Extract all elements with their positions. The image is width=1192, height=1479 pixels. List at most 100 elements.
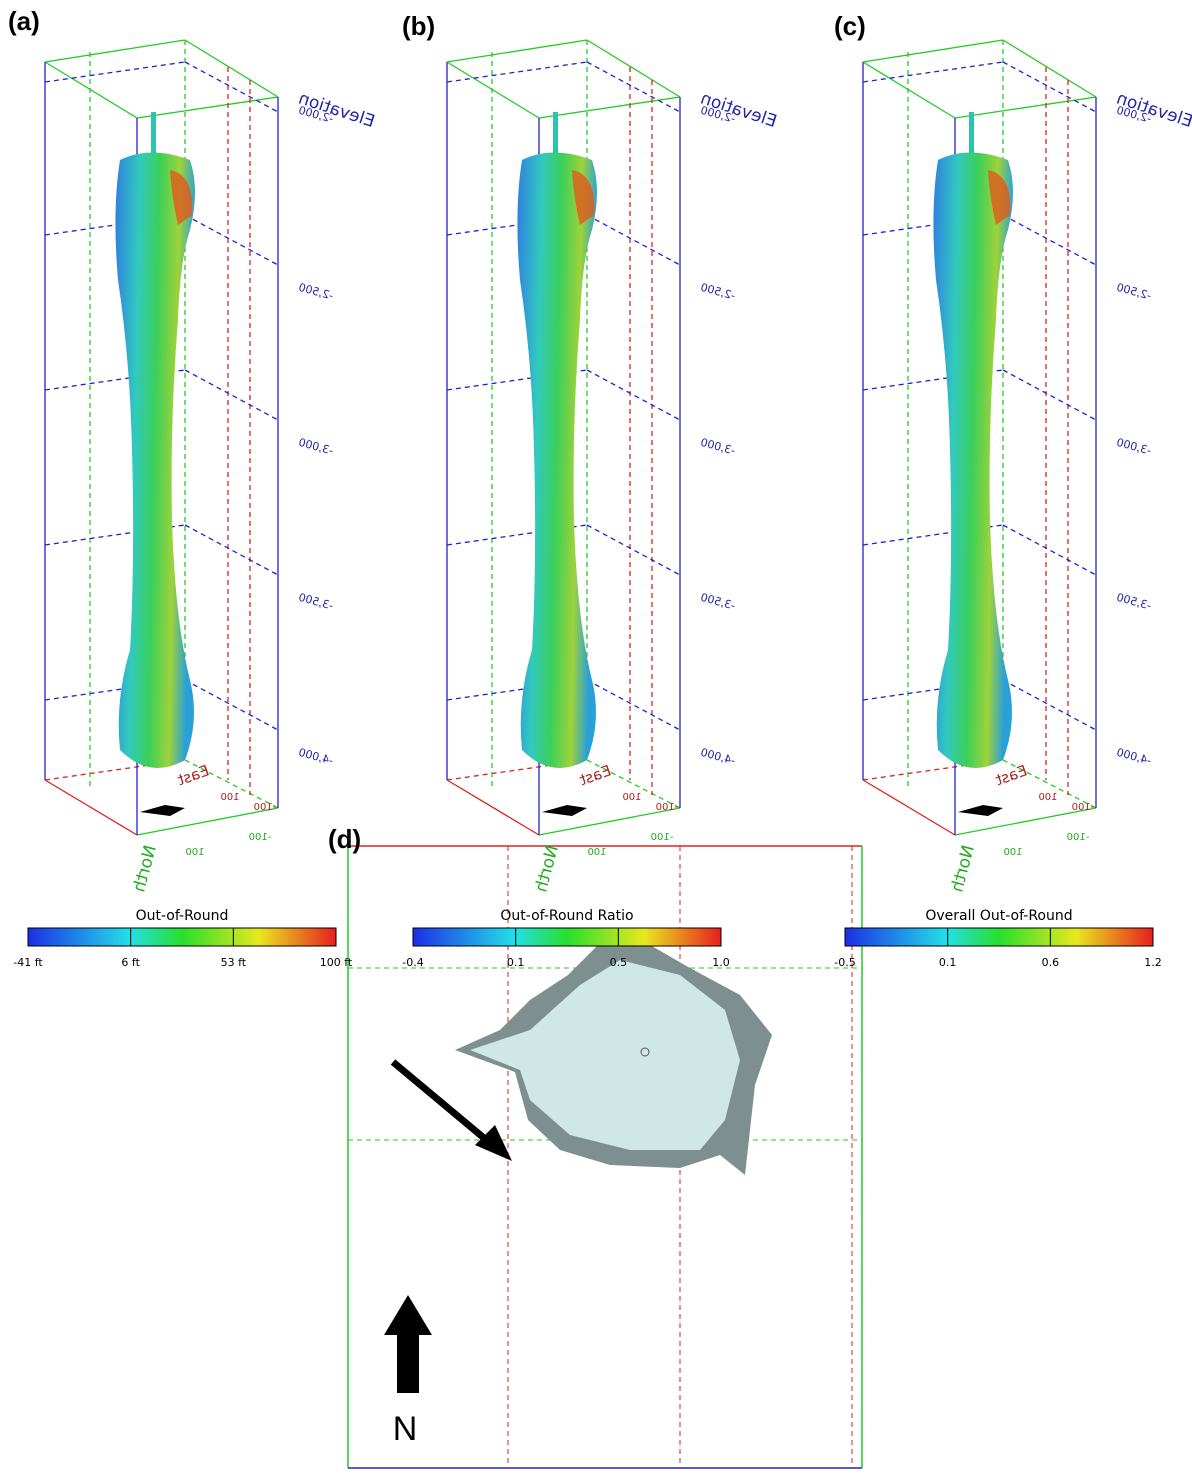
box-edge — [446, 61, 540, 119]
north-tick-label: -100 — [651, 832, 674, 843]
box-edge — [954, 96, 1097, 119]
cavern-body — [115, 152, 195, 768]
panel-label: (d) — [328, 824, 361, 854]
colorbar-tick-label: 0.5 — [610, 956, 628, 969]
box-edge — [184, 214, 279, 266]
axis-label: East — [175, 761, 212, 789]
box-edge — [136, 807, 279, 836]
box-edge — [954, 807, 1097, 836]
elevation-tick-label: -2,500 — [1115, 281, 1153, 303]
box-edge — [586, 369, 681, 421]
plan-view: N (d) — [328, 824, 863, 1469]
elevation-tick-label: -2,500 — [297, 281, 335, 303]
footprint — [958, 805, 1003, 816]
box-edge — [184, 679, 279, 731]
stem — [151, 112, 156, 157]
box-edge — [446, 779, 540, 836]
axis-label: North — [129, 843, 161, 894]
colorbar-title: Out-of-Round — [136, 908, 229, 924]
box-edge — [586, 39, 681, 98]
box-edge — [446, 61, 588, 83]
footprint — [140, 805, 185, 816]
box-edge — [1002, 524, 1097, 576]
elevation-tick-label: -4,000 — [699, 746, 737, 768]
cavern-body — [517, 152, 597, 768]
elevation-tick-label: -4,000 — [1115, 746, 1153, 768]
box-edge — [1002, 214, 1097, 266]
colorbar-tick-label: -41 ft — [13, 956, 43, 969]
stem — [553, 112, 558, 157]
box-edge — [184, 39, 279, 98]
north-tick-label: -100 — [1067, 832, 1090, 843]
north-tick-label: 100 — [587, 847, 606, 858]
box-edge — [44, 61, 186, 83]
elevation-tick-label: -3,500 — [1115, 591, 1153, 613]
colorbar-tick-label: -0.5 — [834, 956, 855, 969]
box-edge — [44, 39, 186, 63]
east-tick-label: 100 — [622, 792, 641, 803]
axis-label: East — [577, 761, 614, 789]
box-edge — [538, 96, 681, 119]
colorbar-title: Out-of-Round Ratio — [500, 908, 633, 924]
box-edge — [1002, 679, 1097, 731]
cavern-highlight — [572, 170, 595, 225]
east-tick-label: -100 — [254, 802, 277, 813]
north-tick-label: -100 — [249, 832, 272, 843]
panel-label: (c) — [834, 11, 866, 41]
colorbar-tick-label: 1.2 — [1144, 956, 1162, 969]
colorbar-tick-label: 0.1 — [939, 956, 957, 969]
elevation-tick-label: -3,000 — [297, 436, 335, 458]
box-edge — [1002, 369, 1097, 421]
axis-label: East — [993, 761, 1030, 789]
panel-label: (b) — [402, 11, 435, 41]
box-edge — [586, 524, 681, 576]
cavern-highlight — [170, 170, 193, 225]
east-tick-label: -100 — [656, 802, 679, 813]
colorbar-tick-label: 0.6 — [1042, 956, 1060, 969]
box-edge — [136, 96, 279, 119]
cavern-body — [933, 152, 1013, 768]
axis-label: North — [531, 843, 563, 894]
panel: (a)Elevation-2,000-2,500-3,000-3,500-4,0… — [8, 6, 377, 894]
colorbar-tick-label: 0.1 — [507, 956, 525, 969]
elevation-tick-label: -3,500 — [699, 591, 737, 613]
colorbar — [27, 927, 337, 947]
footprint — [542, 805, 587, 816]
box-edge — [1002, 39, 1097, 98]
stem — [969, 112, 974, 157]
east-tick-label: 100 — [220, 792, 239, 803]
axis-label: North — [947, 843, 979, 894]
box-edge — [44, 61, 138, 119]
north-arrow-label: N — [393, 1410, 418, 1448]
colorbar-tick-label: 100 ft — [320, 956, 353, 969]
cavern-highlight — [988, 170, 1011, 225]
box-edge — [862, 39, 1004, 63]
box-edge — [862, 61, 956, 119]
north-tick-label: 100 — [1003, 847, 1022, 858]
box-edge — [446, 39, 588, 63]
elevation-tick-label: -2,500 — [699, 281, 737, 303]
box-edge — [184, 369, 279, 421]
box-edge — [44, 779, 138, 836]
colorbar-tick-label: 53 ft — [221, 956, 247, 969]
colorbar-title: Overall Out-of-Round — [925, 908, 1072, 924]
colorbar — [844, 927, 1154, 947]
east-tick-label: 100 — [1038, 792, 1057, 803]
colorbar-tick-label: 6 ft — [121, 956, 140, 969]
elevation-tick-label: -3,000 — [1115, 436, 1153, 458]
elevation-tick-label: -3,000 — [699, 436, 737, 458]
panel: (b)Elevation-2,000-2,500-3,000-3,500-4,0… — [402, 11, 779, 894]
box-edge — [862, 779, 956, 836]
colorbar — [412, 927, 722, 947]
east-tick-label: -100 — [1072, 802, 1095, 813]
colorbar-tick-label: 1.0 — [712, 956, 730, 969]
colorbar-tick-label: -0.4 — [402, 956, 423, 969]
elevation-tick-label: -4,000 — [297, 746, 335, 768]
box-edge — [586, 214, 681, 266]
panel-label: (a) — [8, 6, 40, 36]
box-edge — [184, 524, 279, 576]
box-edge — [862, 61, 1004, 83]
box-edge — [586, 679, 681, 731]
panel: (c)Elevation-2,000-2,500-3,000-3,500-4,0… — [834, 11, 1192, 894]
